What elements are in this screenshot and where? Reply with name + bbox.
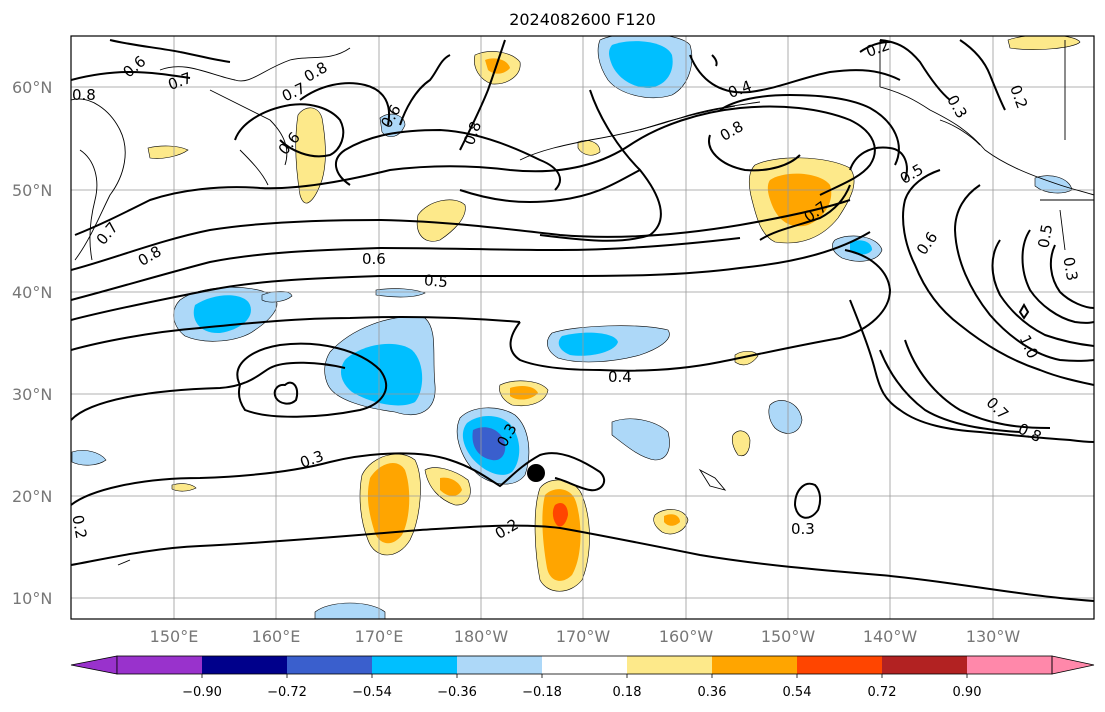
lon-label: 170°E — [355, 627, 404, 646]
contour-label: 0.4 — [608, 368, 632, 386]
pos-anomaly-region — [510, 385, 538, 400]
storm-center-marker — [527, 464, 545, 482]
pos-anomaly-region — [577, 140, 601, 156]
pos-anomaly-region — [664, 514, 680, 526]
contour-label: 0.3 — [943, 92, 971, 122]
contour-label: 0.8 — [1015, 420, 1044, 446]
shaded-fields — [71, 36, 1081, 619]
contour-label: 0.8 — [72, 86, 96, 104]
map-frame — [70, 35, 1095, 620]
lat-label: 50°N — [12, 181, 52, 200]
neg-anomaly-region — [609, 41, 673, 88]
neg-anomaly-region — [340, 343, 423, 406]
contour-label: 1.0 — [1016, 332, 1042, 361]
pos-anomaly-region — [171, 483, 197, 492]
contour-label: 0.6 — [913, 228, 941, 258]
contour-label: 0.5 — [897, 160, 927, 188]
neg-anomaly-region — [850, 240, 872, 255]
colorbar-tick-label: −0.36 — [437, 685, 477, 700]
colorbar-tick-label: 0.36 — [698, 685, 727, 700]
colorbar-segment — [372, 656, 457, 674]
colorbar-segment — [967, 656, 1052, 674]
contour-label: 0.8 — [301, 58, 331, 86]
lon-label: 130°W — [966, 627, 1021, 646]
lat-label: 20°N — [12, 487, 52, 506]
pos-anomaly-region — [1007, 36, 1081, 50]
longitude-labels: 150°E 160°E 170°E 180°W 170°W 160°W 150°… — [150, 627, 1021, 646]
lat-label: 10°N — [12, 589, 52, 608]
contour-lines — [71, 39, 1094, 602]
neg-anomaly-region — [611, 418, 670, 461]
colorbar-tick-label: 0.18 — [613, 685, 642, 700]
colorbar-segment — [797, 656, 882, 674]
colorbar-segment — [627, 656, 712, 674]
colorbar-ticks — [201, 674, 968, 678]
colorbar-extend-high — [1051, 655, 1095, 675]
lon-label: 150°E — [150, 627, 199, 646]
neg-anomaly-region — [314, 602, 386, 619]
contour-label: 0.7 — [93, 219, 122, 249]
pos-anomaly-region — [767, 173, 832, 227]
contour-label: 0.2 — [864, 36, 893, 61]
lon-label: 160°W — [659, 627, 714, 646]
contour-label: 0.7 — [279, 79, 308, 105]
colorbar-tick-label: 0.54 — [783, 685, 812, 700]
lon-label: 170°W — [556, 627, 611, 646]
colorbar-tick-label: −0.72 — [267, 685, 307, 700]
pos-anomaly-region — [485, 58, 510, 74]
colorbar-tick-label: 0.72 — [868, 685, 897, 700]
contour-label: 0.8 — [135, 242, 165, 270]
neg-anomaly-region — [375, 288, 426, 298]
pos-anomaly-region — [416, 199, 466, 242]
colorbar-segment — [712, 656, 797, 674]
pos-anomaly-region — [552, 503, 568, 527]
colorbar-segment — [882, 656, 967, 674]
contour-label: 0.7 — [983, 394, 1013, 424]
graticule — [71, 36, 1094, 619]
neg-anomaly-region — [71, 450, 107, 466]
lon-label: 140°W — [863, 627, 918, 646]
lat-label: 60°N — [12, 78, 52, 97]
lon-label: 180°W — [454, 627, 509, 646]
contour-label: 0.6 — [362, 250, 386, 268]
latitude-labels: 60°N 50°N 40°N 30°N 20°N 10°N — [12, 78, 52, 608]
contour-label: 0.3 — [298, 447, 327, 472]
colorbar-segment — [202, 656, 287, 674]
colorbar-extend-low — [70, 655, 118, 675]
pos-anomaly-region — [367, 463, 410, 544]
contour-label: 0.5 — [423, 271, 448, 291]
colorbar: −0.90 −0.72 −0.54 −0.36 −0.18 0.18 0.36 … — [70, 655, 1095, 700]
neg-anomaly-region — [558, 332, 618, 356]
colorbar-tick-label: −0.18 — [522, 685, 562, 700]
contour-label: 0.3 — [1059, 256, 1081, 283]
pos-anomaly-region — [731, 430, 751, 457]
pos-anomaly-region — [542, 489, 581, 581]
map-area: 0.6 0.7 0.8 0.7 0.8 0.6 0.6 0.8 0.4 0.2 … — [68, 36, 1094, 619]
lat-label: 40°N — [12, 283, 52, 302]
contour-label: 0.3 — [791, 520, 815, 538]
contour-label: 0.8 — [460, 119, 485, 148]
contour-label: 0.5 — [1034, 223, 1056, 250]
colorbar-frame — [116, 655, 1053, 675]
lat-label: 30°N — [12, 385, 52, 404]
neg-anomaly-region — [768, 400, 803, 434]
contour-label: 0.6 — [120, 52, 150, 81]
colorbar-segment — [287, 656, 372, 674]
colorbar-tick-label: −0.90 — [182, 685, 222, 700]
contour-label: 0.2 — [68, 514, 90, 541]
colorbar-segment — [542, 656, 627, 674]
lon-label: 160°E — [252, 627, 301, 646]
lon-label: 150°W — [761, 627, 816, 646]
contour-label: 0.7 — [166, 69, 195, 94]
colorbar-segment — [117, 656, 202, 674]
contour-label: 0.8 — [717, 117, 747, 145]
contour-label: 0.2 — [492, 515, 522, 543]
colorbar-tick-label: −0.54 — [352, 685, 392, 700]
pos-anomaly-region — [147, 145, 189, 159]
colorbar-segment — [457, 656, 542, 674]
map-title: 2024082600 F120 — [509, 10, 656, 29]
pos-anomaly-region — [440, 477, 462, 496]
colorbar-tick-label: 0.90 — [953, 685, 982, 700]
